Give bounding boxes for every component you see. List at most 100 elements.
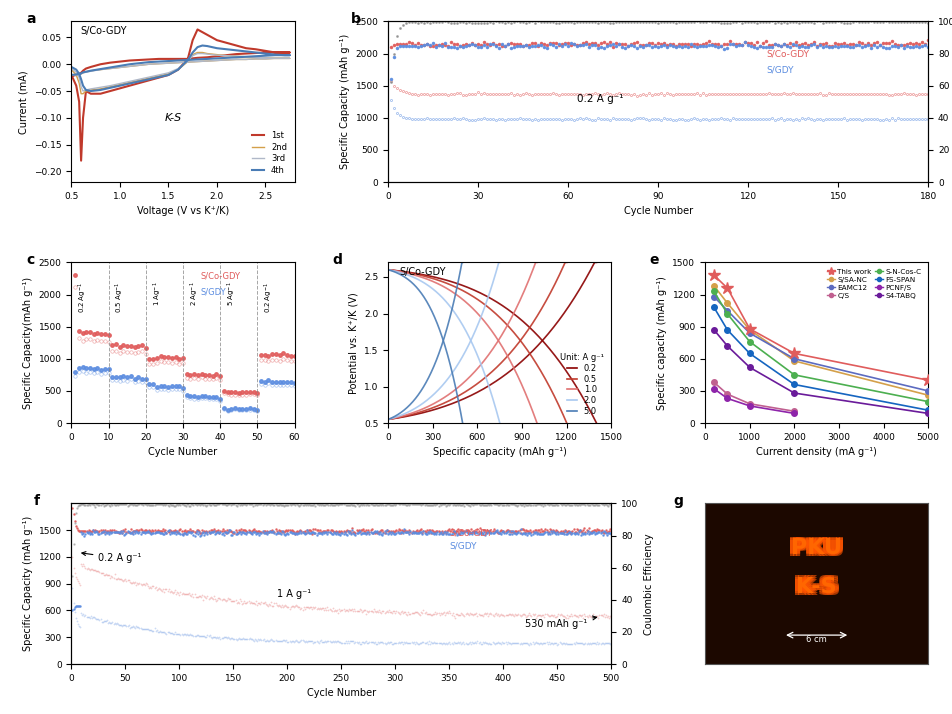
Text: c: c: [27, 253, 35, 267]
2nd: [66, 66, 77, 74]
Text: 6 cm: 6 cm: [806, 635, 827, 643]
Line: S4-TABQ: S4-TABQ: [711, 327, 931, 416]
EAMC12: [722, 306, 733, 315]
4th: [66, 63, 77, 71]
C/S: [722, 390, 733, 398]
1st: [73, 98, 85, 106]
3rd: [172, 59, 184, 67]
Text: 0.5 Ag$^{-1}$: 0.5 Ag$^{-1}$: [114, 281, 127, 313]
X-axis label: Specific capacity (mAh g⁻¹): Specific capacity (mAh g⁻¹): [433, 448, 566, 458]
4th: [197, 41, 208, 50]
Line: 2nd: 2nd: [71, 53, 289, 94]
Text: S/Co-GDY: S/Co-GDY: [766, 50, 809, 59]
2nd: [182, 57, 193, 66]
S-N-Cos-C: [788, 371, 800, 379]
S-N-Cos-C: [722, 310, 733, 318]
Text: PKU: PKU: [795, 538, 845, 558]
S/SA-NC: [722, 298, 733, 307]
3rd: [66, 71, 77, 79]
Legend: 0.2, 0.5, 1.0, 2.0, 5.0: 0.2, 0.5, 1.0, 2.0, 5.0: [557, 350, 607, 419]
2nd: [172, 59, 184, 67]
4th: [260, 49, 271, 58]
Text: K-S: K-S: [800, 577, 841, 597]
S-N-Cos-C: [708, 287, 720, 296]
Y-axis label: Current (mA): Current (mA): [18, 70, 29, 134]
Line: This work: This work: [707, 269, 935, 386]
This work: [722, 283, 733, 293]
PCNF/S: [744, 401, 756, 410]
FS-SPAN: [744, 349, 756, 358]
EAMC12: [788, 355, 800, 363]
Line: FS-SPAN: FS-SPAN: [711, 305, 931, 413]
Text: K-S: K-S: [800, 578, 841, 598]
Text: S/Co-GDY: S/Co-GDY: [400, 267, 446, 277]
1st: [260, 46, 271, 55]
Text: 5 Ag$^{-1}$: 5 Ag$^{-1}$: [226, 281, 238, 306]
S/SA-NC: [922, 391, 934, 400]
PCNF/S: [722, 394, 733, 403]
Line: PCNF/S: PCNF/S: [711, 386, 797, 416]
Text: PKU: PKU: [791, 538, 843, 558]
X-axis label: Cycle Number: Cycle Number: [307, 688, 376, 698]
Text: 1 Ag$^{-1}$: 1 Ag$^{-1}$: [151, 281, 164, 306]
Legend: 1st, 2nd, 3rd, 4th: 1st, 2nd, 3rd, 4th: [248, 128, 290, 178]
2nd: [77, 89, 89, 98]
2nd: [66, 71, 77, 79]
Text: 0.2 A g⁻¹: 0.2 A g⁻¹: [577, 94, 624, 104]
Text: S/GDY: S/GDY: [449, 541, 477, 550]
Text: S/Co-GDY: S/Co-GDY: [449, 528, 492, 538]
X-axis label: Cycle Number: Cycle Number: [624, 206, 693, 216]
2nd: [182, 58, 193, 66]
S-N-Cos-C: [922, 397, 934, 406]
FS-SPAN: [788, 380, 800, 388]
4th: [66, 71, 77, 79]
Line: EAMC12: EAMC12: [711, 294, 931, 393]
FS-SPAN: [922, 406, 934, 414]
This work: [922, 376, 934, 384]
Text: 0.2 Ag$^{-1}$: 0.2 Ag$^{-1}$: [263, 281, 275, 313]
FS-SPAN: [722, 326, 733, 334]
4th: [75, 75, 87, 84]
EAMC12: [708, 293, 720, 301]
Legend: This work, S/SA-NC, EAMC12, C/S, S-N-Cos-C, FS-SPAN, PCNF/S, S4-TABQ: This work, S/SA-NC, EAMC12, C/S, S-N-Cos…: [823, 266, 924, 301]
2nd: [73, 79, 85, 87]
Text: S/GDY: S/GDY: [201, 288, 227, 296]
Text: K-S: K-S: [165, 113, 183, 123]
Text: b: b: [350, 12, 360, 26]
4th: [85, 87, 96, 96]
1st: [66, 72, 77, 81]
C/S: [788, 407, 800, 416]
EAMC12: [922, 387, 934, 396]
C/S: [744, 400, 756, 408]
FS-SPAN: [708, 303, 720, 311]
3rd: [182, 57, 193, 66]
C/S: [708, 378, 720, 387]
S4-TABQ: [922, 409, 934, 418]
Text: PKU: PKU: [791, 540, 843, 560]
1st: [182, 55, 193, 64]
Text: f: f: [33, 494, 40, 508]
2nd: [260, 54, 271, 62]
1st: [66, 71, 77, 79]
X-axis label: Cycle Number: Cycle Number: [149, 448, 217, 458]
S/SA-NC: [708, 281, 720, 290]
Text: S/GDY: S/GDY: [766, 66, 794, 75]
S4-TABQ: [708, 326, 720, 334]
This work: [788, 349, 800, 358]
Text: PKU: PKU: [788, 537, 839, 557]
Text: PKU: PKU: [791, 538, 843, 558]
3rd: [66, 64, 77, 73]
1st: [75, 156, 87, 165]
1st: [191, 25, 203, 34]
Text: 2 Ag$^{-1}$: 2 Ag$^{-1}$: [188, 281, 201, 306]
Text: PKU: PKU: [791, 537, 843, 557]
3rd: [260, 54, 271, 62]
Y-axis label: Specific Capacity(mAh g⁻¹): Specific Capacity(mAh g⁻¹): [23, 276, 33, 409]
3rd: [191, 49, 203, 58]
3rd: [75, 83, 87, 91]
4th: [172, 56, 184, 65]
Y-axis label: Potential vs. K⁺/K (V): Potential vs. K⁺/K (V): [348, 292, 359, 393]
PCNF/S: [708, 384, 720, 393]
X-axis label: Voltage (V vs K⁺/K): Voltage (V vs K⁺/K): [137, 206, 229, 216]
Text: PKU: PKU: [795, 540, 845, 560]
